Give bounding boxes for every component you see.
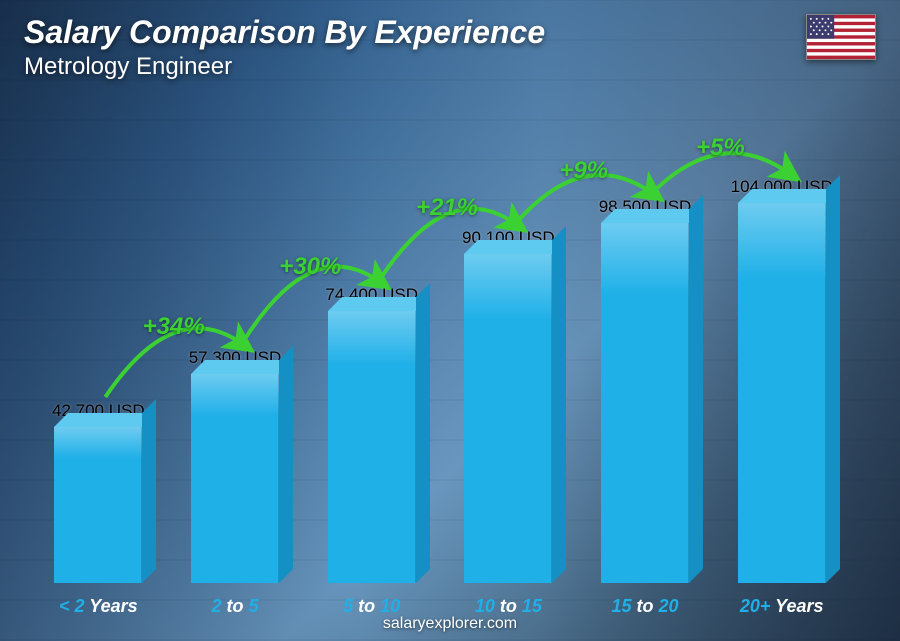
pct-label: +30% [279, 253, 341, 281]
bar-x-label: < 2 Years [30, 596, 167, 617]
bar-column: 42,700 USD< 2 Years [30, 110, 167, 583]
bar-side-face [689, 195, 703, 583]
bar-side-face [826, 175, 840, 583]
bar-column: 104,000 USD20+ Years [713, 110, 850, 583]
pct-label: +34% [143, 313, 205, 341]
pct-label: +9% [559, 157, 608, 185]
footer-credit: salaryexplorer.com [0, 615, 900, 633]
title-block: Salary Comparison By Experience Metrolog… [24, 14, 545, 81]
bars-row: 42,700 USD< 2 Years57,300 USD2 to 574,40… [30, 110, 850, 583]
bar-top-face [191, 360, 293, 374]
bar-side-face [279, 346, 293, 583]
header: Salary Comparison By Experience Metrolog… [24, 14, 876, 81]
bar-column: 57,300 USD2 to 5 [167, 110, 304, 583]
bar [738, 203, 826, 583]
bar-side-face [142, 399, 156, 583]
bar-side-face [416, 283, 430, 583]
bar-front-face [738, 203, 826, 583]
bar-x-label: 15 to 20 [577, 596, 714, 617]
bar-top-face [601, 209, 703, 223]
bar-column: 74,400 USD5 to 10 [303, 110, 440, 583]
bar-column: 90,100 USD10 to 15 [440, 110, 577, 583]
bar-x-label: 5 to 10 [303, 596, 440, 617]
chart-area: 42,700 USD< 2 Years57,300 USD2 to 574,40… [30, 110, 850, 583]
bar [328, 311, 416, 583]
bar-top-face [328, 297, 430, 311]
bar [601, 223, 689, 583]
bar-front-face [601, 223, 689, 583]
bar [54, 427, 142, 583]
bar-side-face [552, 226, 566, 583]
bar-front-face [191, 374, 279, 583]
bar-x-label: 10 to 15 [440, 596, 577, 617]
bar [191, 374, 279, 583]
bar [464, 254, 552, 583]
bar-top-face [738, 189, 840, 203]
us-flag-icon [806, 14, 876, 60]
bar-front-face [54, 427, 142, 583]
pct-label: +21% [416, 194, 478, 222]
pct-label: +5% [696, 134, 745, 162]
page-title: Salary Comparison By Experience [24, 14, 545, 51]
bar-x-label: 20+ Years [713, 596, 850, 617]
bar-x-label: 2 to 5 [167, 596, 304, 617]
bar-front-face [328, 311, 416, 583]
page-subtitle: Metrology Engineer [24, 53, 545, 81]
bar-front-face [464, 254, 552, 583]
